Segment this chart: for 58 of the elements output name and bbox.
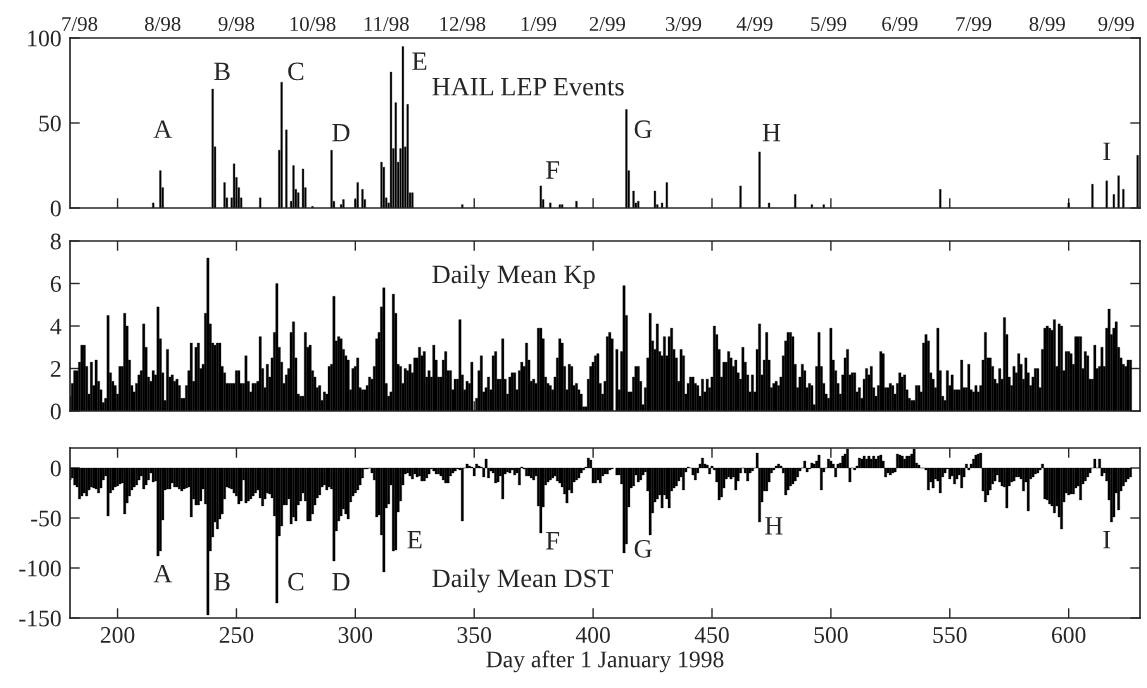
annotation: C bbox=[288, 62, 304, 81]
x2-tick-label: 11/98 bbox=[364, 16, 409, 31]
x2-tick-label: 8/99 bbox=[1029, 16, 1065, 31]
x-tick-label: 450 bbox=[694, 627, 729, 643]
annotation: A bbox=[153, 120, 173, 138]
x-axis-title: Day after 1 January 1998 bbox=[486, 650, 724, 673]
x-tick-label: 250 bbox=[219, 627, 254, 643]
x2-tick-label: 4/99 bbox=[736, 16, 773, 31]
x-tick-label: 400 bbox=[575, 627, 610, 643]
annotation: Daily Mean DST bbox=[432, 568, 613, 593]
annotation: Daily Mean Kp bbox=[432, 264, 595, 289]
x2-tick-label: 12/98 bbox=[440, 16, 486, 31]
annotation: F bbox=[546, 532, 560, 550]
annotation: H bbox=[765, 517, 783, 535]
x-tick-label: 600 bbox=[1051, 627, 1086, 643]
annotation: B bbox=[214, 573, 230, 591]
x2-tick-label: 6/99 bbox=[882, 16, 918, 31]
annotation: G bbox=[634, 539, 652, 558]
y-tick-label: -100 bbox=[19, 560, 61, 577]
annotation: I bbox=[1103, 142, 1111, 160]
annotation: G bbox=[634, 120, 652, 139]
annotation: E bbox=[407, 531, 422, 549]
x2-tick-label: 1/99 bbox=[521, 16, 557, 31]
y-tick-label: 8 bbox=[50, 233, 61, 250]
annotation: D bbox=[332, 573, 350, 591]
y-tick-label: 2 bbox=[50, 361, 61, 377]
annotation: A bbox=[153, 564, 173, 583]
annotation: I bbox=[1103, 531, 1111, 549]
x2-tick-label: 5/99 bbox=[811, 16, 847, 31]
y-tick-label: 0 bbox=[50, 460, 61, 477]
x2-tick-label: 7/98 bbox=[62, 16, 98, 31]
x-tick-label: 300 bbox=[338, 627, 373, 643]
y-tick-label: 50 bbox=[39, 115, 61, 132]
annotation: C bbox=[288, 572, 304, 591]
x2-tick-label: 10/98 bbox=[290, 16, 336, 31]
y-tick-label: -150 bbox=[19, 610, 61, 627]
y-tick-label: -50 bbox=[31, 510, 61, 527]
x-tick-label: 550 bbox=[933, 627, 967, 643]
x2-tick-label: 9/98 bbox=[218, 16, 255, 31]
annotation: E bbox=[412, 52, 427, 70]
x2-tick-label: 3/99 bbox=[665, 16, 702, 31]
annotation: HAIL LEP Events bbox=[432, 77, 624, 96]
annotation: H bbox=[762, 123, 781, 142]
annotation: B bbox=[214, 62, 230, 81]
x-tick-label: 500 bbox=[814, 627, 848, 643]
x2-tick-label: 8/98 bbox=[145, 16, 181, 31]
x2-tick-label: 7/99 bbox=[956, 16, 992, 31]
x2-tick-label: 9/99 bbox=[1098, 16, 1134, 31]
y-tick-label: 100 bbox=[28, 30, 61, 47]
annotation: D bbox=[332, 123, 350, 142]
x-tick-label: 350 bbox=[457, 627, 492, 643]
y-tick-label: 4 bbox=[50, 318, 62, 335]
y-tick-label: 0 bbox=[50, 403, 61, 420]
y-tick-label: 6 bbox=[50, 276, 61, 292]
y-tick-label: 0 bbox=[50, 200, 61, 217]
x2-tick-label: 2/99 bbox=[589, 16, 626, 31]
x-tick-label: 200 bbox=[100, 627, 135, 643]
annotation: F bbox=[546, 161, 560, 179]
